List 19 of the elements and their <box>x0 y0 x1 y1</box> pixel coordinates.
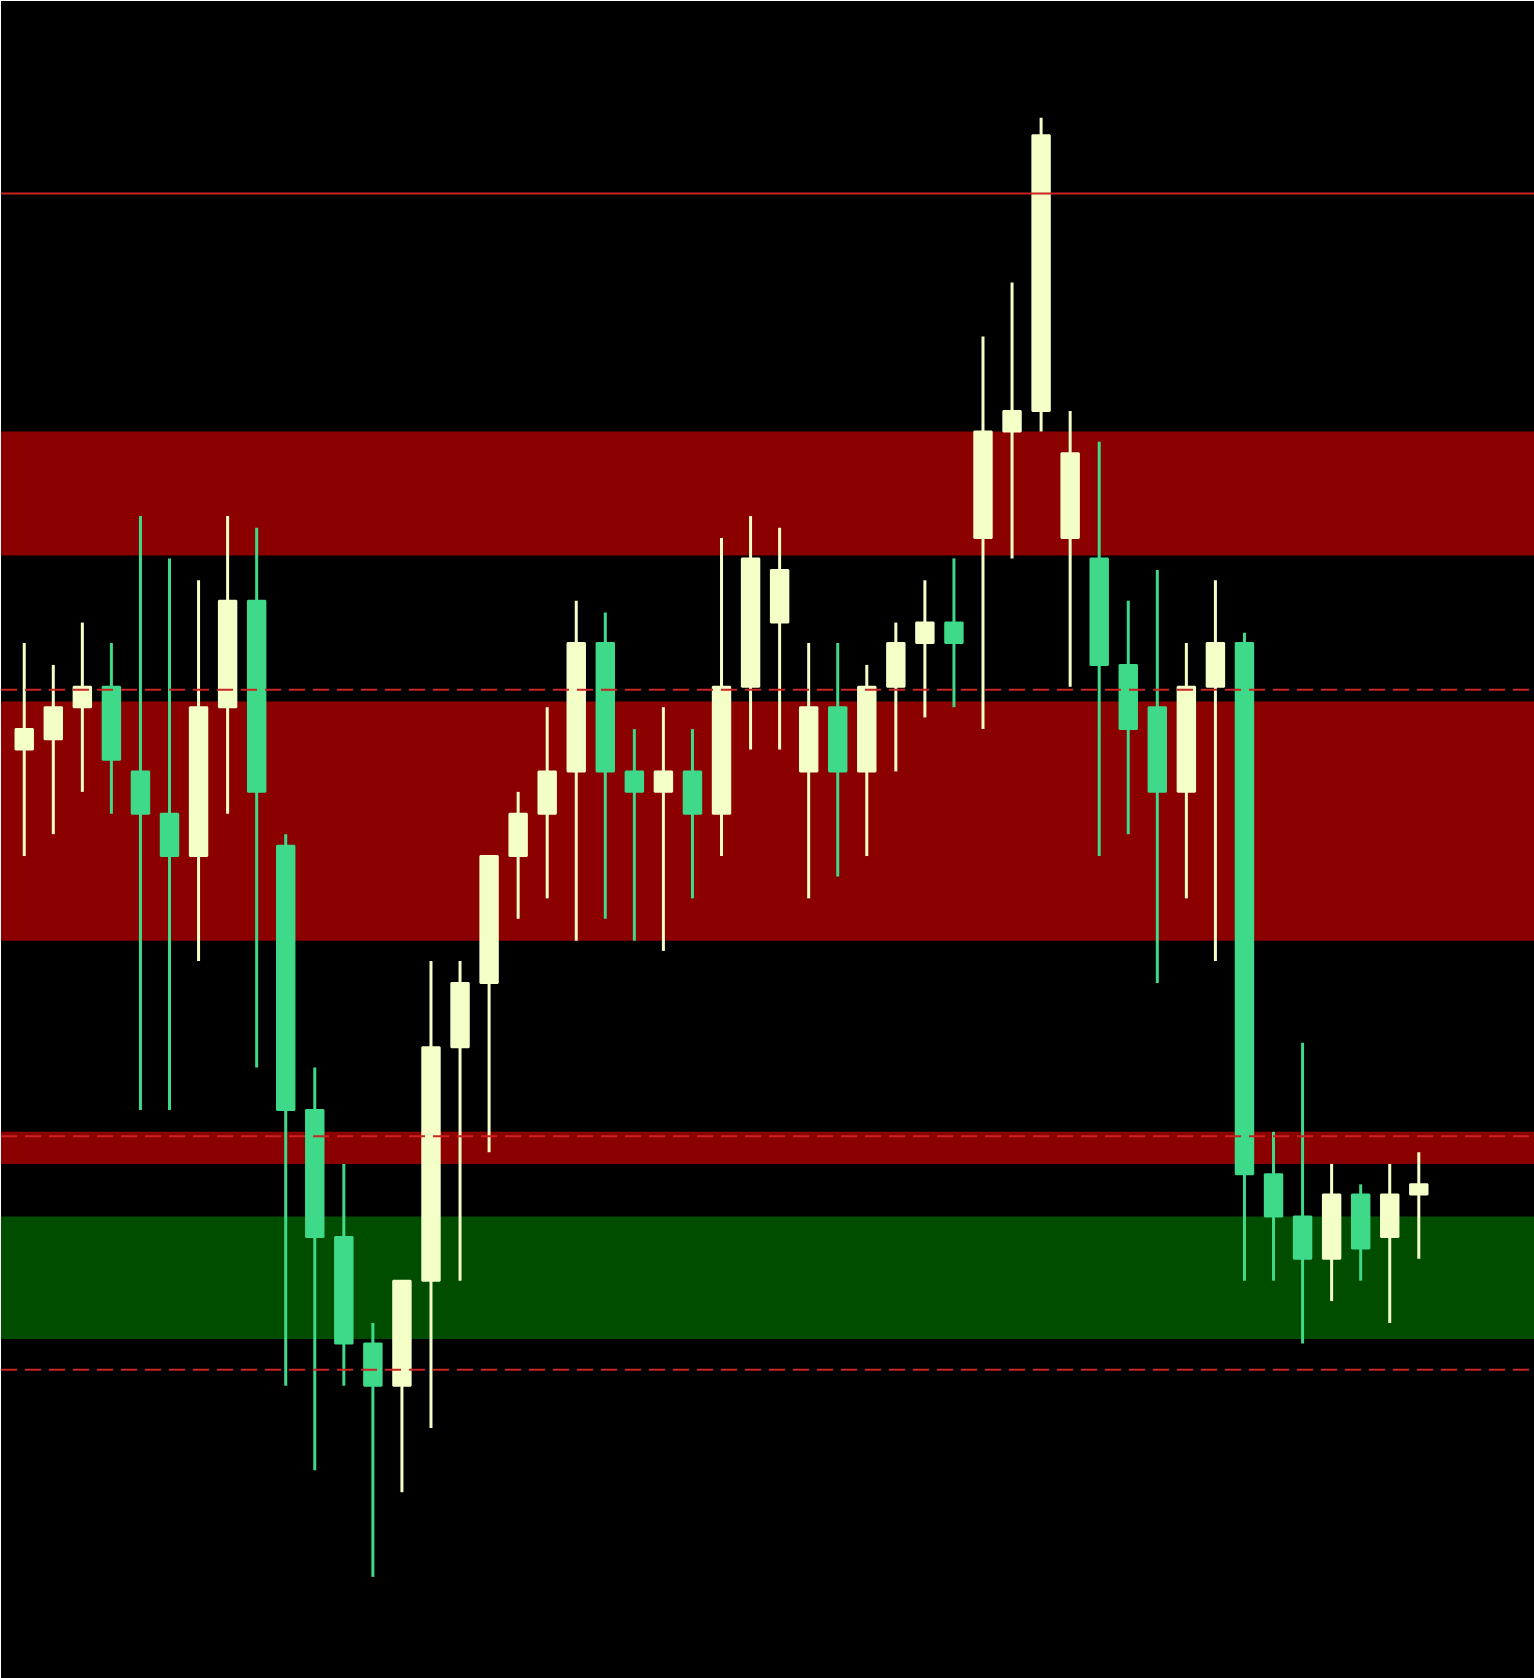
candlestick <box>915 578 935 719</box>
candlestick <box>1205 578 1226 963</box>
candlestick <box>1380 1162 1400 1325</box>
candlestick <box>363 1321 383 1579</box>
candlestick <box>886 621 906 773</box>
candlestick <box>43 663 64 836</box>
candlestick <box>159 556 180 1112</box>
candlestick <box>130 514 151 1112</box>
candlestick <box>944 556 964 709</box>
candlestick <box>624 727 645 943</box>
candlestick <box>508 790 528 921</box>
candlestick <box>537 705 557 900</box>
candlestick <box>1002 281 1022 560</box>
candlestick <box>653 705 674 953</box>
candlestick <box>682 727 703 900</box>
candlestick <box>1292 1041 1313 1345</box>
candlestick <box>1263 1130 1284 1283</box>
candlestick <box>14 641 34 858</box>
candlestick <box>1409 1150 1429 1261</box>
